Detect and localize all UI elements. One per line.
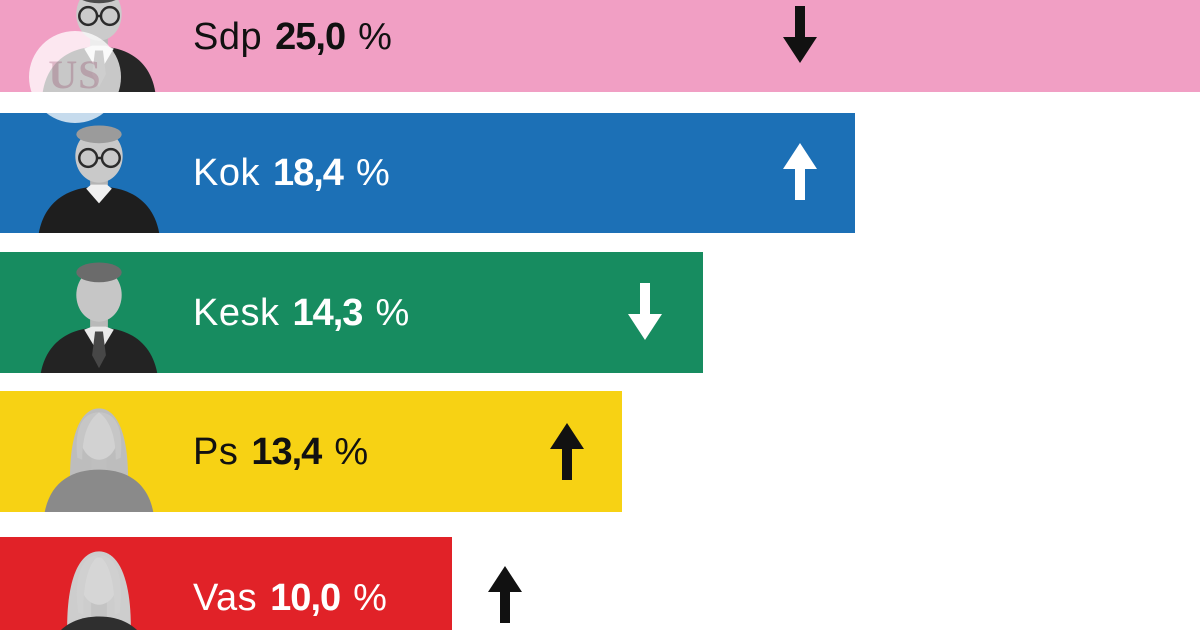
party-bar-ps: Ps 13,4 % xyxy=(0,391,622,512)
party-leader-photo xyxy=(25,545,173,630)
trend-down-arrow-icon xyxy=(628,283,662,340)
percent-sign: % xyxy=(334,431,369,473)
bar-label: Kok 18,4 % xyxy=(193,152,390,194)
percent-sign: % xyxy=(355,152,390,194)
party-leader-photo xyxy=(25,120,173,233)
bar-label: Kesk 14,3 % xyxy=(193,292,409,334)
percent-sign: % xyxy=(353,577,387,619)
trend-up-arrow-icon xyxy=(783,143,817,200)
bar-label: Sdp 25,0 % xyxy=(193,16,392,58)
bar-label: Ps 13,4 % xyxy=(193,431,368,473)
party-name: Ps xyxy=(193,431,239,473)
party-bar-vas: Vas 10,0 % xyxy=(0,537,452,630)
support-value: 13,4 xyxy=(251,431,322,473)
party-bar-kesk: Kesk 14,3 % xyxy=(0,252,703,373)
support-value: 10,0 xyxy=(270,577,341,619)
support-value: 18,4 xyxy=(272,152,344,194)
us-logo-watermark: US xyxy=(29,31,121,123)
party-leader-photo xyxy=(25,399,173,512)
support-value: 25,0 xyxy=(275,16,346,58)
party-bar-kok: Kok 18,4 % xyxy=(0,113,855,233)
trend-up-arrow-icon xyxy=(488,566,522,623)
us-logo-text: US xyxy=(48,51,102,97)
percent-sign: % xyxy=(358,16,392,58)
percent-sign: % xyxy=(375,292,410,334)
party-name: Kok xyxy=(193,152,260,194)
trend-up-arrow-icon xyxy=(550,423,584,480)
support-value: 14,3 xyxy=(292,292,363,334)
party-bar-sdp: Sdp 25,0 % xyxy=(0,0,1200,92)
party-name: Sdp xyxy=(193,16,263,58)
bar-label: Vas 10,0 % xyxy=(193,577,387,619)
party-name: Kesk xyxy=(193,292,280,334)
party-name: Vas xyxy=(193,577,258,619)
trend-down-arrow-icon xyxy=(783,6,817,63)
party-leader-photo xyxy=(25,260,173,373)
